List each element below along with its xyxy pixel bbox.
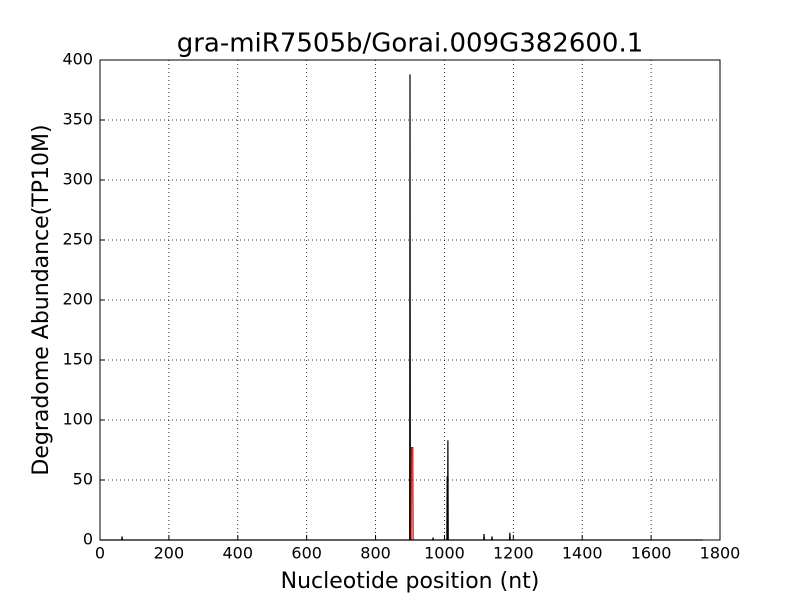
chart-title: gra-miR7505b/Gorai.009G382600.1 — [177, 29, 644, 59]
x-tick-label: 1000 — [424, 544, 465, 563]
y-axis-label: Degradome Abundance(TP10M) — [29, 124, 54, 475]
x-tick-label: 800 — [360, 544, 391, 563]
y-tick-label: 300 — [62, 170, 93, 189]
x-tick-label: 0 — [95, 544, 105, 563]
y-tick-label: 400 — [62, 50, 93, 69]
x-tick-label: 600 — [291, 544, 322, 563]
x-tick-label: 1600 — [631, 544, 672, 563]
data-line — [100, 74, 703, 541]
x-tick-label: 1400 — [562, 544, 603, 563]
y-tick-label: 50 — [73, 470, 93, 489]
x-tick-label: 1800 — [700, 544, 741, 563]
y-tick-label: 200 — [62, 290, 93, 309]
y-tick-label: 150 — [62, 350, 93, 369]
y-tick-label: 350 — [62, 110, 93, 129]
y-tick-label: 250 — [62, 230, 93, 249]
y-tick-label: 100 — [62, 410, 93, 429]
y-tick-label: 0 — [83, 530, 93, 549]
x-tick-label: 400 — [223, 544, 254, 563]
x-tick-label: 1200 — [493, 544, 534, 563]
x-axis-label: Nucleotide position (nt) — [281, 569, 540, 594]
x-tick-label: 200 — [154, 544, 185, 563]
data-line — [410, 447, 414, 541]
plot-frame — [99, 59, 721, 541]
